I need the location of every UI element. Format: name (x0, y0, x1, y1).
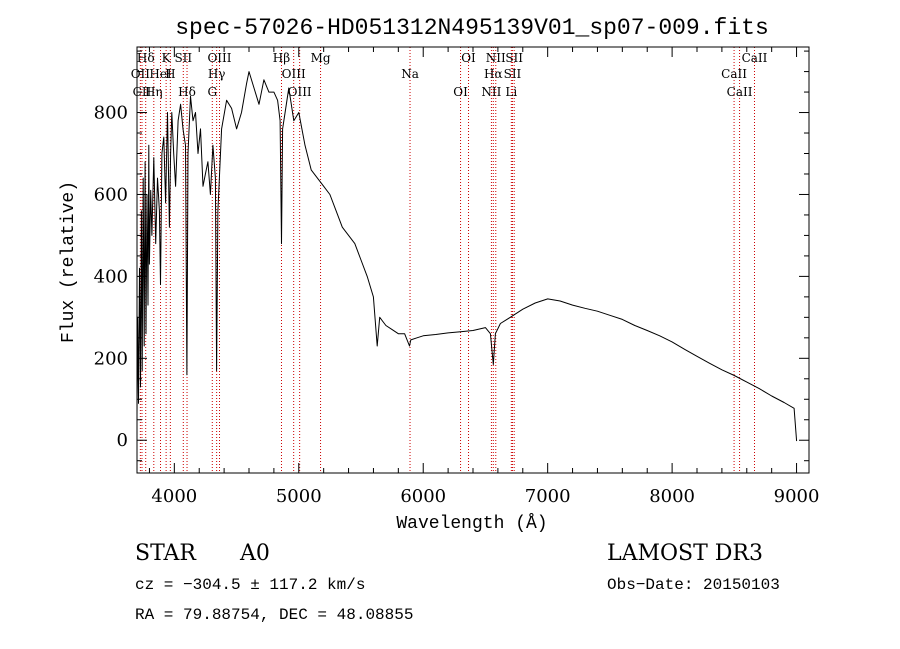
y-axis-ticks: 0 200 400 600 800 (94, 50, 809, 462)
spectral-line-label: HeI (149, 67, 172, 81)
survey-name: LAMOST DR3 (607, 541, 763, 566)
spectral-line-labels: HδOIICIIKHeIHηSIIHHδOIIIHγGHβOIIIOIIIMgN… (131, 51, 768, 99)
spectral-line-label: Hβ (273, 51, 290, 65)
y-tick-label: 200 (94, 348, 128, 369)
y-tick-label: 0 (117, 430, 128, 451)
x-tick-label: 9000 (774, 486, 820, 507)
spectrum-line (136, 71, 798, 442)
spectral-line-label: Hδ (178, 85, 196, 99)
spectral-line-label: CaII (742, 51, 768, 65)
spectral-line-label: SII (504, 67, 522, 81)
spectral-line-label: OIII (288, 85, 312, 99)
spectral-line-label: Hη (145, 85, 163, 99)
spectral-line-label: Hδ (137, 51, 155, 65)
spectral-line-label: CaII (727, 85, 753, 99)
spectral-line-label: CaII (721, 67, 747, 81)
spectral-line-label: Mg (311, 51, 331, 65)
chart-title: spec-57026-HD051312N495139V01_sp07-009.f… (175, 15, 769, 41)
x-tick-label: 8000 (649, 486, 695, 507)
spectral-line-label: OIII (282, 67, 306, 81)
spectral-line-label: Na (401, 67, 419, 81)
redshift-line: cz = −304.5 ± 117.2 km/s (135, 576, 365, 594)
coords-line: RA = 79.88754, DEC = 48.08855 (135, 606, 413, 624)
x-tick-label: 5000 (276, 486, 322, 507)
x-tick-label: 6000 (400, 486, 446, 507)
spectral-class: A0 (239, 541, 270, 566)
y-axis-label: Flux (relative) (59, 181, 79, 343)
spectral-line-label: OII (131, 67, 151, 81)
x-axis-ticks: 4000 5000 6000 7000 8000 9000 (148, 47, 820, 507)
spectral-line-label: OI (453, 85, 468, 99)
spectral-line-label: Hα (484, 67, 503, 81)
y-tick-label: 600 (94, 184, 128, 205)
x-tick-label: 4000 (151, 486, 197, 507)
spectral-line-markers (139, 47, 755, 473)
spectral-line-label: G (207, 85, 217, 99)
spectral-line-label: NII (486, 51, 506, 65)
spectral-line-label: SII (505, 51, 523, 65)
object-type: STAR (135, 541, 197, 566)
plot-frame (136, 46, 810, 474)
spectral-line-label: OI (461, 51, 476, 65)
y-tick-label: 400 (94, 266, 128, 287)
spectral-line-label: SII (174, 51, 192, 65)
y-tick-label: 800 (94, 103, 128, 124)
spectral-line-label: K (162, 51, 172, 65)
obs-date-line: Obs−Date: 20150103 (607, 576, 780, 594)
spectral-line-label: NII (481, 85, 501, 99)
x-tick-label: 7000 (525, 486, 571, 507)
spectral-line-label: OIII (207, 51, 231, 65)
spectral-line-label: H (165, 67, 175, 81)
spectral-line-label: Li (505, 85, 517, 99)
spectral-line-label: Hγ (208, 67, 226, 81)
x-axis-label: Wavelength (Å) (396, 513, 547, 534)
